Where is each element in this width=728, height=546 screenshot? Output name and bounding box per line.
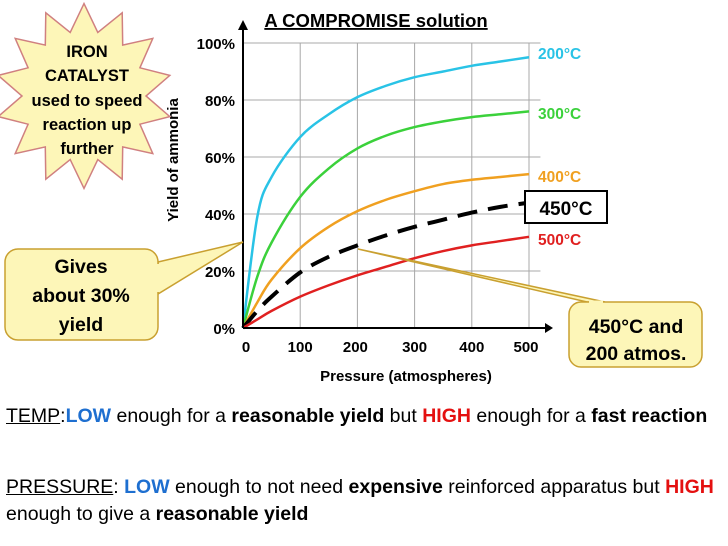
pressure-text-1: enough to not need: [169, 476, 349, 498]
temp-colon: :: [60, 405, 66, 427]
x-tick-label-500: 500: [513, 339, 538, 356]
yield-line-2: yield: [59, 314, 103, 336]
yield-line-1: about 30%: [32, 285, 130, 307]
x-tick-label-0: 0: [242, 339, 250, 356]
temp-text-3: enough for a: [470, 405, 592, 427]
condition-callout-pointer: [357, 248, 606, 303]
chart-grid: [243, 42, 541, 328]
temperature-statement: TEMP:LOW enough for a reasonable yield b…: [6, 403, 722, 430]
x-axis-label: Pressure (atmospheres): [320, 368, 492, 385]
chart-axes: [238, 20, 553, 333]
label-450-text: 450°C: [539, 199, 592, 220]
pressure-label: PRESSURE: [6, 476, 114, 498]
callouts: IRON CATALYST used to speed reaction up furt…: [0, 1, 703, 368]
x-tick-label-100: 100: [288, 339, 313, 356]
pressure-statement: PRESSURE: LOW enough to not need expensi…: [6, 474, 722, 528]
chart-curves: [241, 56, 530, 330]
pressure-low: LOW: [124, 476, 170, 498]
catalyst-starburst: [0, 1, 172, 191]
yield-line-0: Gives: [54, 256, 107, 278]
series-line-3: [241, 200, 530, 330]
series-labels: 200°C 300°C 400°C 500°C 450°C: [524, 46, 608, 249]
temp-label: TEMP: [6, 405, 61, 427]
y-axis-arrow: [238, 20, 248, 30]
y-tick-label-80: 80%: [205, 93, 235, 110]
x-tick-label-400: 400: [459, 339, 484, 356]
y-tick-label-0: 0%: [213, 321, 235, 338]
pressure-colon: :: [113, 476, 125, 498]
y-tick-label-20: 20%: [205, 264, 235, 281]
temp-text-2: but: [384, 405, 423, 427]
temp-text-1: enough for a: [111, 405, 232, 427]
series-label-4: 500°C: [538, 232, 581, 249]
catalyst-line-3: reaction up: [43, 116, 132, 134]
catalyst-line-2: used to speed: [32, 92, 143, 110]
catalyst-line-1: CATALYST: [45, 67, 129, 85]
pressure-reasonable-yield: reasonable yield: [155, 503, 309, 525]
chart-tick-labels: 0% 20% 40% 60% 80% 100% 0 100 200 300 400 500 A COMP…: [165, 10, 539, 385]
pressure-high: HIGH: [665, 476, 714, 498]
y-tick-label-60: 60%: [205, 150, 235, 167]
label-450-box: [524, 190, 608, 224]
series-line-2: [241, 172, 530, 329]
temp-fast-reaction: fast reaction: [591, 405, 708, 427]
temp-reasonable-yield: reasonable yield: [231, 405, 385, 427]
x-tick-label-300: 300: [402, 339, 427, 356]
pressure-text-2: reinforced apparatus but: [442, 476, 666, 498]
series-label-0: 200°C: [538, 46, 581, 63]
series-label-1: 300°C: [538, 106, 581, 123]
series-line-0: [241, 56, 530, 329]
y-tick-label-40: 40%: [205, 207, 235, 224]
y-axis-label: Yield of ammonia: [165, 98, 182, 222]
temp-high: HIGH: [422, 405, 471, 427]
series-line-1: [241, 110, 530, 329]
series-line-4: [242, 235, 530, 330]
pressure-expensive: expensive: [348, 476, 443, 498]
catalyst-line-4: further: [60, 140, 114, 158]
condition-line-1: 200 atmos.: [586, 343, 687, 365]
temp-low: LOW: [65, 405, 112, 427]
yield-callout-box: [4, 248, 159, 341]
pressure-text-3: enough to give a: [6, 503, 156, 525]
condition-callout-box: [568, 301, 703, 368]
x-tick-label-200: 200: [343, 339, 368, 356]
x-axis-arrow: [545, 323, 553, 333]
y-tick-label-100: 100%: [197, 36, 235, 53]
series-label-2: 400°C: [538, 169, 581, 186]
chart-title: A COMPROMISE solution: [264, 10, 487, 31]
catalyst-line-0: IRON: [66, 43, 107, 61]
condition-line-0: 450°C and: [589, 316, 684, 338]
